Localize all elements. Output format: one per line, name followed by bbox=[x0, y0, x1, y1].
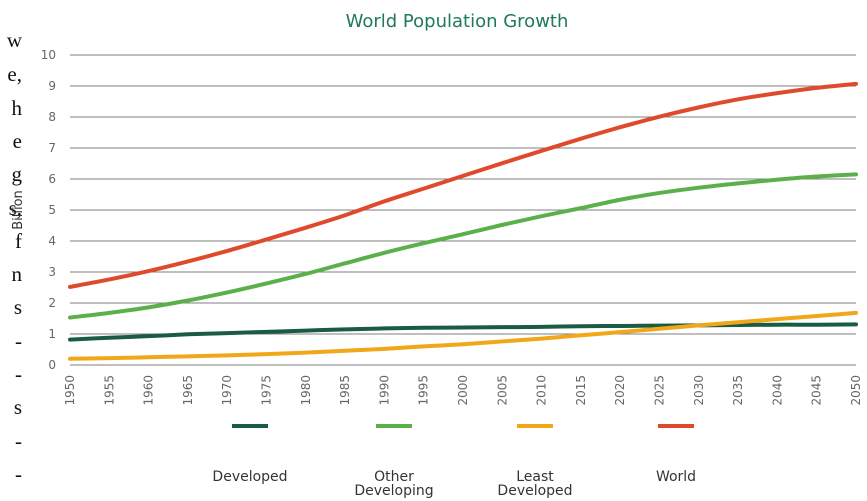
y-tick-label: 8 bbox=[48, 110, 56, 124]
cutoff-text-line: w bbox=[6, 28, 22, 52]
legend-label: Developing bbox=[354, 483, 433, 499]
cutoff-text-line: - bbox=[15, 429, 22, 453]
x-tick-label: 1975 bbox=[260, 375, 274, 406]
series-line-developed bbox=[68, 322, 858, 342]
legend: Developed OtherDevelopingLeastDevelopedWo… bbox=[212, 424, 696, 499]
y-tick-label: 4 bbox=[48, 234, 56, 248]
x-tick-label: 2035 bbox=[731, 375, 745, 406]
y-tick-label: 6 bbox=[48, 172, 56, 186]
cutoff-text-line: n bbox=[11, 262, 23, 286]
legend-label: Other bbox=[374, 469, 414, 485]
x-tick-label: 1950 bbox=[63, 375, 77, 406]
y-axis-label: Billion bbox=[11, 190, 26, 230]
cutoff-text-line: s bbox=[13, 395, 22, 419]
x-tick-label: 2030 bbox=[692, 375, 706, 406]
x-tick-label: 1980 bbox=[299, 375, 313, 406]
x-tick-label: 1985 bbox=[338, 375, 352, 406]
x-tick-label: 2000 bbox=[456, 375, 470, 406]
y-tick-label: 9 bbox=[48, 79, 56, 93]
series-line-least-developed bbox=[68, 310, 858, 361]
x-tick-label: 1970 bbox=[220, 375, 234, 406]
y-tick-label: 7 bbox=[48, 141, 56, 155]
x-tick-label: 1955 bbox=[102, 375, 116, 406]
x-tick-label: 2040 bbox=[770, 375, 784, 406]
series-line-world bbox=[68, 81, 858, 289]
series-lines bbox=[68, 81, 858, 361]
legend-label: Developed bbox=[212, 469, 287, 485]
cutoff-text-line: - bbox=[15, 462, 22, 486]
x-tick-label: 1990 bbox=[377, 375, 391, 406]
gridlines bbox=[70, 54, 856, 366]
x-tick-labels: 1950 1955 1960 1965 1970 1975 1980 1985 1990 1995… bbox=[63, 375, 863, 406]
x-tick-label: 2050 bbox=[849, 375, 863, 406]
y-tick-label: 0 bbox=[48, 358, 56, 372]
y-tick-label: 2 bbox=[48, 296, 56, 310]
cutoff-text-line: - bbox=[15, 362, 22, 386]
y-tick-label: 3 bbox=[48, 265, 56, 279]
y-tick-label: 10 bbox=[41, 48, 56, 62]
legend-label: Least bbox=[516, 469, 554, 485]
cutoff-text-line: - bbox=[15, 329, 22, 353]
x-tick-label: 2015 bbox=[574, 375, 588, 406]
cutoff-text-line: g bbox=[11, 162, 23, 186]
x-tick-label: 2005 bbox=[495, 375, 509, 406]
y-tick-label: 5 bbox=[48, 203, 56, 217]
cutoff-text-line: s bbox=[13, 295, 22, 319]
x-tick-label: 2025 bbox=[653, 375, 667, 406]
cutoff-text-line: s, bbox=[8, 196, 22, 220]
x-tick-label: 2010 bbox=[535, 375, 549, 406]
legend-label: World bbox=[656, 469, 696, 485]
cutoff-text-line: e, bbox=[7, 62, 22, 86]
cutoff-text-line: h bbox=[11, 96, 23, 120]
y-tick-labels: 0 1 2 3 4 5 6 7 8 9 10 bbox=[41, 48, 56, 372]
legend-label: Developed bbox=[497, 483, 572, 499]
x-tick-label: 2020 bbox=[613, 375, 627, 406]
chart-title: World Population Growth bbox=[346, 11, 569, 32]
cutoff-text-line: f bbox=[15, 229, 22, 253]
cutoff-text-line: e bbox=[12, 129, 22, 153]
x-tick-label: 1960 bbox=[142, 375, 156, 406]
cutoff-body-text: w e, h e g s, f n s - - s - - bbox=[0, 0, 22, 501]
x-tick-label: 1995 bbox=[417, 375, 431, 406]
x-tick-label: 2045 bbox=[810, 375, 824, 406]
y-tick-label: 1 bbox=[48, 327, 56, 341]
x-tick-label: 1965 bbox=[181, 375, 195, 406]
series-line-other-developing bbox=[68, 172, 858, 320]
